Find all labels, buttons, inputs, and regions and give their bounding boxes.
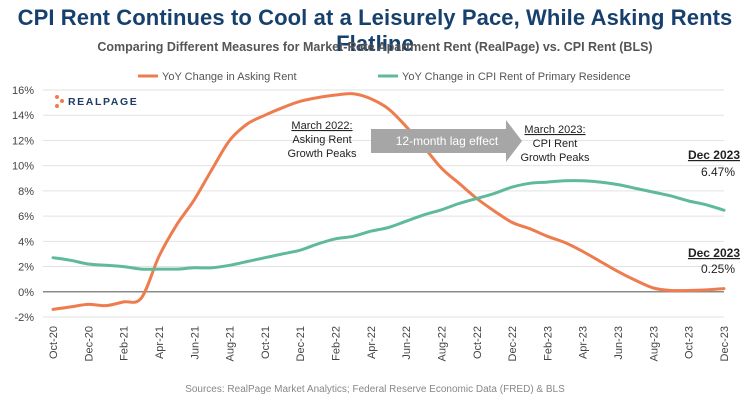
y-tick-label: 10%: [12, 161, 34, 173]
x-tick-label: Feb-23: [542, 326, 554, 361]
cpi-rent-line: [51, 179, 726, 271]
y-tick-label: 6%: [18, 211, 34, 223]
chart-subtitle: Comparing Different Measures for Market-…: [97, 40, 653, 54]
end-asking-date: Dec 2023: [688, 246, 740, 260]
cpi-peak-annotation: March 2023: CPI Rent Growth Peaks: [520, 124, 590, 164]
x-tick-label: Aug-21: [225, 326, 237, 361]
cpi-peak-line-2: CPI Rent: [533, 138, 578, 150]
end-label-cpi: Dec 2023 6.47%: [688, 148, 740, 179]
end-cpi-value: 6.47%: [701, 165, 735, 179]
lag-effect-arrow: 12-month lag effect: [371, 120, 522, 162]
x-tick-label: Apr-23: [578, 326, 590, 359]
x-tick-label: Aug-22: [436, 326, 448, 361]
end-cpi-date: Dec 2023: [688, 148, 740, 162]
x-tick-label: Apr-21: [154, 326, 166, 359]
x-tick-label: Jun-22: [401, 326, 413, 360]
asking-peak-line-1: March 2022:: [291, 120, 352, 132]
source-note: Sources: RealPage Market Analytics; Fede…: [185, 384, 565, 395]
x-tick-label: Oct-23: [684, 326, 696, 359]
cpi-peak-line-3: Growth Peaks: [520, 152, 590, 164]
series-lines: [51, 92, 726, 311]
x-tick-label: Oct-21: [260, 326, 272, 359]
y-gridlines: [43, 89, 724, 318]
x-tick-label: Dec-23: [719, 326, 731, 361]
x-tick-label: Dec-21: [295, 326, 307, 361]
lag-arrow-shape: [371, 120, 522, 162]
y-tick-label: 4%: [18, 236, 34, 248]
y-tick-label: 16%: [12, 85, 34, 97]
x-tick-label: Aug-23: [648, 326, 660, 361]
legend: YoY Change in Asking Rent YoY Change in …: [138, 71, 631, 83]
x-tick-label: Feb-21: [119, 326, 131, 361]
end-label-asking: Dec 2023 0.25%: [688, 246, 740, 276]
y-tick-label: 12%: [12, 135, 34, 147]
y-tick-label: 0%: [18, 287, 34, 299]
asking-peak-annotation: March 2022: Asking Rent Growth Peaks: [287, 120, 357, 160]
chart-title: CPI Rent Continues to Cool at a Leisurel…: [17, 5, 733, 56]
y-tick-label: -2%: [14, 312, 34, 324]
realpage-logo-text: REALPAGE: [68, 96, 138, 108]
x-tick-label: Jun-21: [189, 326, 201, 360]
y-tick-label: 8%: [18, 186, 34, 198]
x-tick-label: Jun-23: [613, 326, 625, 360]
x-tick-label: Dec-20: [83, 326, 95, 361]
realpage-logo-mark: [55, 95, 64, 108]
x-tick-label: Apr-22: [366, 326, 378, 359]
y-tick-label: 14%: [12, 110, 34, 122]
x-tick-label: Dec-22: [507, 326, 519, 361]
x-tick-label: Oct-22: [472, 326, 484, 359]
end-asking-value: 0.25%: [701, 262, 735, 276]
asking-rent-line: [51, 92, 726, 311]
asking-peak-line-2: Asking Rent: [292, 134, 351, 146]
cpi-peak-line-1: March 2023:: [524, 124, 585, 136]
x-axis-ticks: Oct-20 Dec-20 Feb-21 Apr-21 Jun-21 Aug-21 Oct-…: [48, 326, 731, 361]
y-axis-ticks: -2% 0% 2% 4% 6% 8% 10% 12% 14% 16%: [12, 85, 34, 324]
legend-cpi-label: YoY Change in CPI Rent of Primary Reside…: [402, 71, 631, 83]
legend-asking-label: YoY Change in Asking Rent: [162, 71, 297, 83]
realpage-logo: REALPAGE: [55, 95, 138, 108]
x-tick-label: Oct-20: [48, 326, 60, 359]
x-tick-label: Feb-22: [331, 326, 343, 361]
y-tick-label: 2%: [18, 262, 34, 274]
lag-arrow-label: 12-month lag effect: [396, 134, 499, 148]
asking-peak-line-3: Growth Peaks: [287, 148, 357, 160]
